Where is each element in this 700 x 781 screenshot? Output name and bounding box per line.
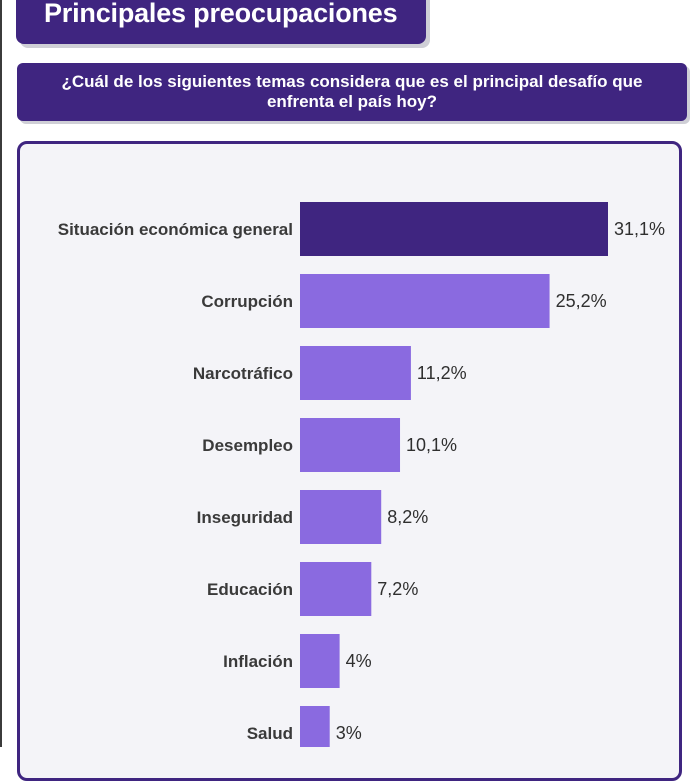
bar-6 bbox=[300, 634, 340, 688]
value-label-7: 3% bbox=[336, 723, 362, 743]
bar-3 bbox=[300, 418, 401, 472]
bar-0 bbox=[300, 202, 608, 256]
category-label-3: Desempleo bbox=[202, 436, 293, 455]
bar-5 bbox=[300, 562, 372, 616]
bar-1 bbox=[300, 274, 550, 328]
bar-4 bbox=[300, 490, 382, 544]
category-label-0: Situación económica general bbox=[58, 220, 293, 239]
title-banner: Principales preocupaciones bbox=[16, 0, 426, 44]
value-label-2: 11,2% bbox=[417, 363, 467, 383]
survey-question: ¿Cuál de los siguientes temas considera … bbox=[61, 72, 643, 111]
bar-2 bbox=[300, 346, 411, 400]
category-label-2: Narcotráfico bbox=[193, 364, 293, 383]
question-banner: ¿Cuál de los siguientes temas considera … bbox=[17, 63, 687, 121]
value-label-3: 10,1% bbox=[406, 435, 457, 455]
category-label-5: Educación bbox=[207, 580, 293, 599]
category-label-4: Inseguridad bbox=[197, 508, 293, 527]
category-label-6: Inflación bbox=[223, 652, 293, 671]
left-border-line bbox=[0, 0, 2, 747]
page-title: Principales preocupaciones bbox=[44, 0, 398, 28]
category-label-7: Salud bbox=[247, 724, 293, 743]
value-label-4: 8,2% bbox=[387, 507, 428, 527]
bar-chart: Situación económica general 31,1% Corrupci… bbox=[58, 202, 665, 747]
value-label-5: 7,2% bbox=[377, 579, 418, 599]
category-label-1: Corrupción bbox=[201, 292, 293, 311]
value-label-6: 4% bbox=[346, 651, 372, 671]
value-label-0: 31,1% bbox=[614, 219, 665, 239]
bar-7 bbox=[300, 706, 330, 747]
value-label-1: 25,2% bbox=[556, 291, 607, 311]
